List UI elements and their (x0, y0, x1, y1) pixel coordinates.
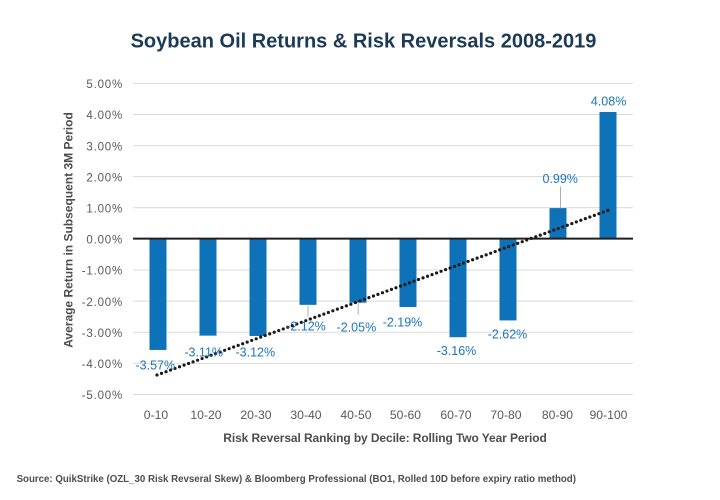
svg-text:0-10: 0-10 (144, 408, 169, 422)
svg-text:50-60: 50-60 (390, 408, 421, 422)
svg-text:Risk Reversal Ranking by Decil: Risk Reversal Ranking by Decile: Rolling… (223, 431, 546, 445)
svg-text:Soybean Oil Returns & Risk Rev: Soybean Oil Returns & Risk Reversals 200… (131, 31, 597, 53)
svg-text:60-70: 60-70 (440, 408, 471, 422)
svg-text:4.00%: 4.00% (86, 110, 123, 122)
svg-text:70-80: 70-80 (490, 408, 521, 422)
svg-text:Source: QuikStrike (OZL_30 Ris: Source: QuikStrike (OZL_30 Risk Revseral… (17, 474, 576, 485)
svg-text:-1.00%: -1.00% (82, 266, 123, 278)
svg-text:-5.00%: -5.00% (82, 390, 123, 402)
svg-text:2.00%: 2.00% (86, 172, 123, 184)
svg-text:-2.00%: -2.00% (82, 297, 123, 309)
svg-text:Average Return in Subsequent 3: Average Return in Subsequent 3M Period (62, 112, 76, 348)
svg-text:-2.05%: -2.05% (337, 320, 377, 334)
svg-text:0.99%: 0.99% (542, 172, 577, 186)
svg-text:40-50: 40-50 (340, 408, 371, 422)
svg-text:-3.16%: -3.16% (437, 344, 477, 358)
svg-text:-4.00%: -4.00% (82, 359, 123, 371)
svg-text:0.00%: 0.00% (86, 235, 123, 247)
svg-text:5.00%: 5.00% (86, 79, 123, 91)
svg-text:-2.19%: -2.19% (383, 316, 423, 330)
svg-text:-3.11%: -3.11% (184, 345, 223, 359)
svg-text:-2.12%: -2.12% (286, 320, 326, 334)
svg-text:20-30: 20-30 (240, 408, 271, 422)
svg-text:1.00%: 1.00% (86, 204, 123, 216)
svg-text:90-100: 90-100 (590, 408, 628, 422)
svg-text:10-20: 10-20 (190, 408, 221, 422)
svg-text:-2.62%: -2.62% (488, 328, 528, 342)
svg-text:3.00%: 3.00% (86, 141, 123, 153)
svg-text:80-90: 80-90 (542, 408, 573, 422)
svg-text:-3.57%: -3.57% (135, 359, 175, 373)
svg-text:30-40: 30-40 (290, 408, 321, 422)
svg-text:4.08%: 4.08% (591, 95, 626, 109)
svg-text:-3.00%: -3.00% (82, 328, 123, 340)
svg-text:-3.12%: -3.12% (235, 345, 275, 359)
